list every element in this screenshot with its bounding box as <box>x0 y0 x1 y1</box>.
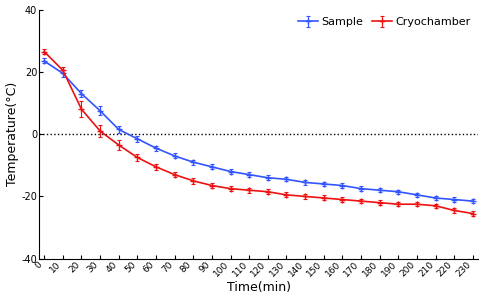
Y-axis label: Temperature(°C): Temperature(°C) <box>5 82 18 186</box>
X-axis label: Time(min): Time(min) <box>227 281 290 294</box>
Legend: Sample, Cryochamber: Sample, Cryochamber <box>296 15 473 30</box>
